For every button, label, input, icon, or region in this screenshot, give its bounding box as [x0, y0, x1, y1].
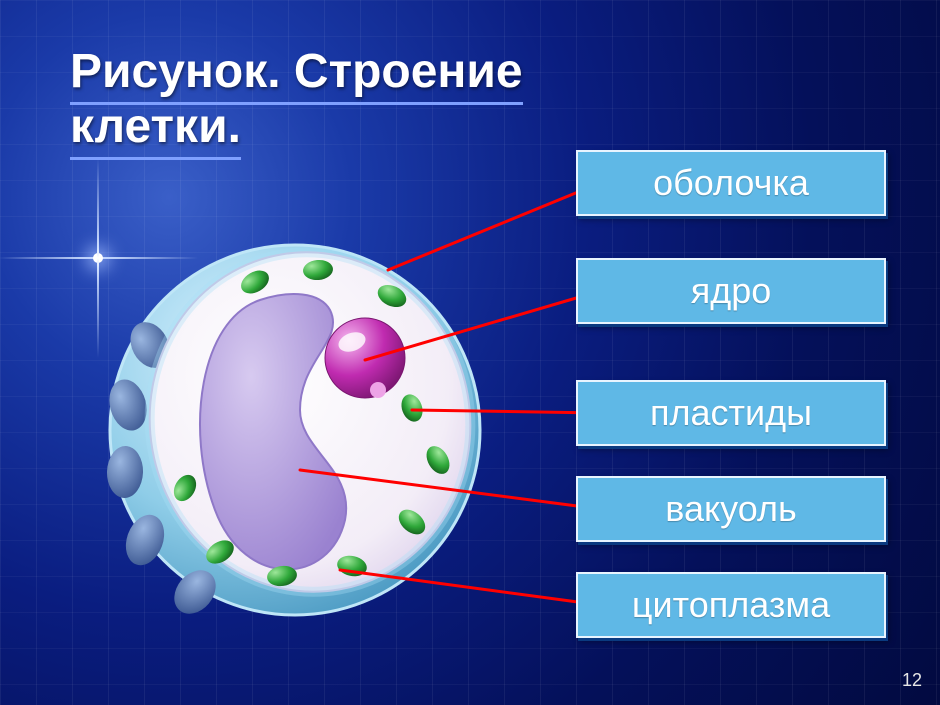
label-nucleus: ядро	[576, 258, 886, 324]
label-text: ядро	[691, 270, 772, 312]
page-number: 12	[902, 670, 922, 691]
label-text: пластиды	[650, 392, 812, 434]
label-text: вакуоль	[665, 488, 796, 530]
slide-title: Рисунок. Строение клетки.	[70, 44, 523, 154]
label-cytoplasm: цитоплазма	[576, 572, 886, 638]
label-vacuole: вакуоль	[576, 476, 886, 542]
label-membrane: оболочка	[576, 150, 886, 216]
label-plastids: пластиды	[576, 380, 886, 446]
title-line-2: клетки.	[70, 100, 241, 160]
label-text: оболочка	[653, 162, 809, 204]
label-text: цитоплазма	[632, 584, 830, 626]
title-line-1: Рисунок. Строение	[70, 45, 523, 105]
